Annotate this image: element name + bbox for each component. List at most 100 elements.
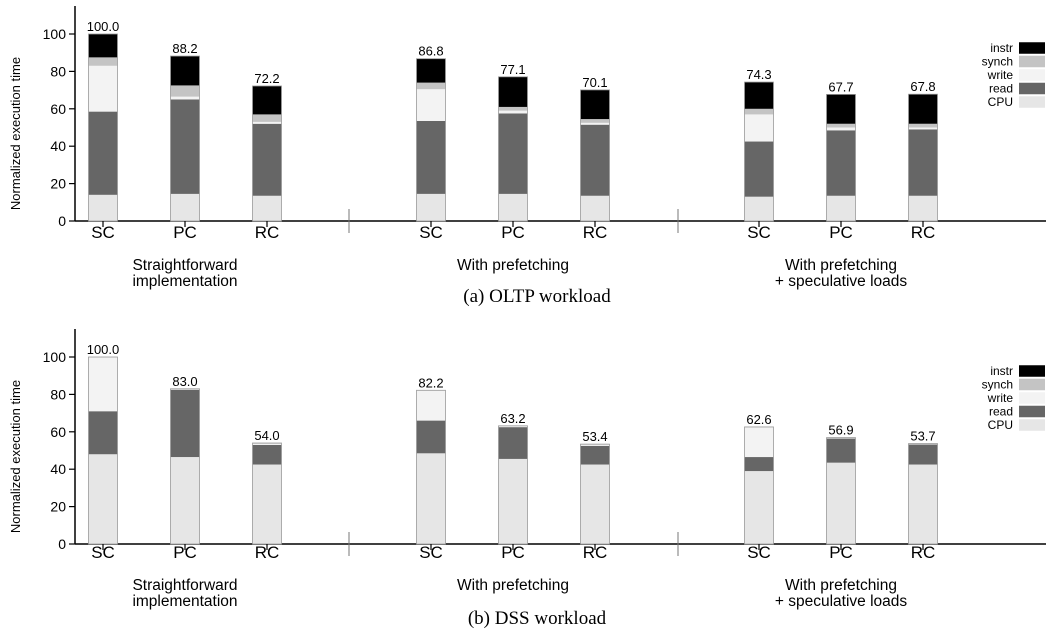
oltp-y-tick-label: 40 [50,138,66,154]
dss-y-tick-label: 60 [50,424,66,440]
dss-bar-segment-cpu [826,462,856,544]
dss-bar-segment-cpu [744,471,774,544]
dss-bar-segment-write [826,437,856,439]
oltp-bar-segment-synch [498,106,528,111]
dss-group-label: With prefetching [457,577,569,594]
oltp-category-label: SC [91,223,115,242]
dss-bar-value-label: 56.9 [828,423,853,438]
oltp-bar-segment-cpu [252,195,282,221]
oltp-bar-segment-write [744,114,774,142]
oltp-group-label: Straightforward [132,257,237,274]
oltp-category-label: RC [255,223,280,242]
oltp-group-label: implementation [132,273,237,290]
dss-category-label: SC [419,543,443,562]
oltp-bar-segment-write [416,89,446,121]
dss-bar-segment-read [826,438,856,463]
oltp-category-label: PC [501,223,525,242]
oltp-bar-segment-instr [252,85,282,115]
dss-legend-swatch-read [1019,405,1045,418]
dss-bar-value-label: 83.0 [172,374,197,389]
dss-legend-swatch-cpu [1019,419,1045,431]
dss-bar-segment-read [908,444,938,465]
dss-bar-value-label: 100.0 [87,342,120,357]
dss-group-label: + speculative loads [775,593,908,610]
oltp-bar-segment-cpu [498,193,528,221]
dss-bar-segment-write [416,390,446,421]
oltp-bar-segment-synch [826,123,856,128]
oltp-y-tick-label: 20 [50,176,66,192]
dss-legend-label-read: read [989,405,1013,419]
oltp-bar-segment-instr [580,89,610,120]
dss-legend-label-write: write [987,391,1014,405]
oltp-bar-segment-read [416,120,446,194]
oltp-bar-segment-cpu [908,195,938,221]
dss-category-label: SC [91,543,115,562]
dss-bar-value-label: 62.6 [746,412,771,427]
oltp-bar-segment-cpu [88,194,118,221]
dss-legend-label-synch: synch [982,378,1013,392]
dss-y-tick-label: 40 [50,461,66,477]
dss-bar-segment-cpu [170,457,200,544]
oltp-legend-label-cpu: CPU [988,95,1013,109]
dss-bar-segment-read [170,389,200,458]
dss-bar-segment-write [744,427,774,458]
oltp-bar-segment-read [744,141,774,197]
oltp-bar-value-label: 86.8 [418,44,443,59]
oltp-legend-swatch-read [1019,82,1045,95]
oltp-legend-label-write: write [987,68,1014,82]
oltp-legend-swatch-instr [1019,42,1045,54]
oltp-bar-segment-write [252,121,282,124]
dss-y-tick-label: 100 [43,349,67,365]
dss-category-label: RC [583,543,608,562]
oltp-bar-value-label: 67.7 [828,79,853,94]
oltp-category-label: RC [583,223,608,242]
oltp-bar-value-label: 77.1 [500,62,525,77]
oltp-bar-segment-synch [88,57,118,66]
oltp-y-tick-label: 100 [43,26,67,42]
oltp-bar-segment-read [908,129,938,196]
dss-category-label: PC [173,543,197,562]
oltp-category-label: PC [829,223,853,242]
dss-legend-label-instr: instr [990,364,1013,378]
dss-group-label: implementation [132,593,237,610]
oltp-bar-segment-cpu [744,196,774,221]
dss-bar-segment-cpu [88,454,118,544]
dss-category-label: PC [501,543,525,562]
oltp-bar-segment-read [826,130,856,196]
dss-legend-label-cpu: CPU [988,418,1013,432]
oltp-bar-segment-instr [498,76,528,107]
oltp-bar-segment-cpu [580,195,610,221]
oltp-bar-segment-read [88,111,118,195]
dss-y-tick-label: 20 [50,499,66,515]
oltp-bar-segment-instr [416,58,446,83]
oltp-legend-swatch-write [1019,69,1045,81]
oltp-legend-label-instr: instr [990,41,1013,55]
dss-bar-value-label: 53.7 [910,429,935,444]
oltp-bar-segment-cpu [826,195,856,221]
oltp-bar-value-label: 72.2 [254,71,279,86]
oltp-bar-segment-read [498,113,528,194]
oltp-bar-value-label: 74.3 [746,67,771,82]
oltp-bar-segment-synch [416,82,446,90]
oltp-group-label: With prefetching [785,257,897,274]
oltp-group-label: + speculative loads [775,273,908,290]
dss-bar-segment-cpu [580,464,610,544]
dss-legend-swatch-write [1019,392,1045,404]
oltp-bar-segment-write [580,122,610,125]
dss-bar-segment-cpu [416,453,446,544]
dss-bar-segment-write [908,443,938,445]
oltp-category-label: SC [419,223,443,242]
oltp-category-label: RC [911,223,936,242]
dss-category-label: RC [255,543,280,562]
dss-bar-segment-read [252,444,282,465]
oltp-bar-segment-synch [908,123,938,128]
oltp-bar-segment-instr [744,82,774,109]
dss-bar-segment-read [88,411,118,455]
dss-legend-swatch-instr [1019,365,1045,377]
oltp-category-label: SC [747,223,771,242]
oltp-bar-value-label: 70.1 [582,75,607,90]
dss-bar-segment-write [252,443,282,445]
oltp-y-tick-label: 80 [50,63,66,79]
oltp-group-label: With prefetching [457,257,569,274]
